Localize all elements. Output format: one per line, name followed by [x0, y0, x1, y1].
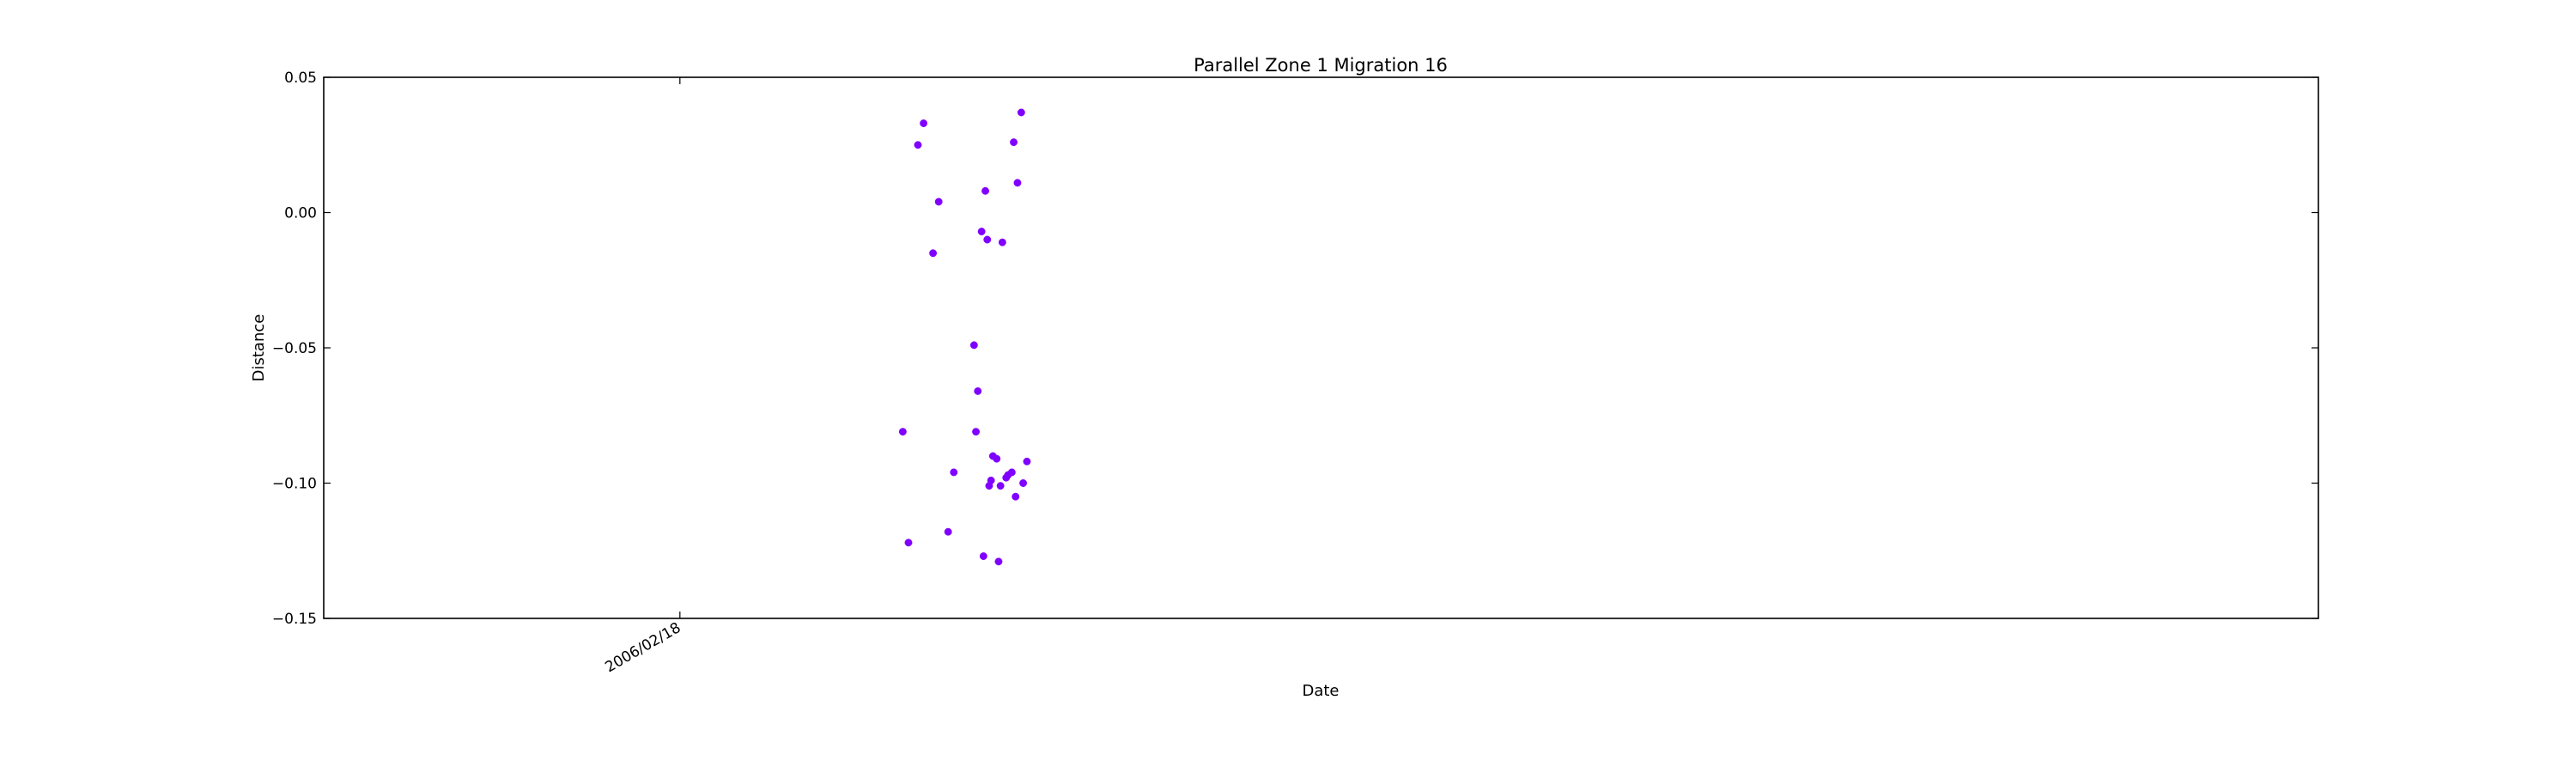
data-point: [972, 428, 981, 436]
data-point: [998, 238, 1006, 247]
data-point: [944, 527, 952, 536]
data-point: [979, 552, 987, 560]
x-axis-label: Date: [1302, 682, 1339, 700]
data-point: [994, 557, 1003, 566]
y-tick-label: −0.15: [272, 611, 317, 628]
y-tick-label: −0.10: [272, 476, 317, 493]
data-point: [1017, 108, 1025, 117]
data-point: [985, 482, 993, 490]
data-point: [1004, 471, 1012, 479]
data-point: [950, 468, 958, 477]
data-point: [983, 235, 992, 244]
data-point: [898, 428, 907, 436]
data-point: [934, 198, 943, 206]
data-point: [1023, 457, 1031, 466]
data-point: [996, 482, 1005, 490]
plot-area: [323, 76, 2319, 619]
data-point: [988, 452, 997, 460]
data-point: [1013, 179, 1022, 187]
chart-title: Parallel Zone 1 Migration 16: [1194, 55, 1448, 76]
y-axis-label: Distance: [250, 314, 268, 382]
plot-frame: [323, 76, 2319, 619]
data-point: [969, 341, 978, 350]
data-point: [929, 249, 938, 258]
data-point: [1019, 479, 1028, 487]
data-point: [914, 141, 922, 149]
data-point: [981, 186, 990, 195]
data-point: [977, 228, 986, 235]
data-point: [1012, 492, 1020, 501]
data-point: [974, 386, 982, 395]
y-tick-label: −0.05: [272, 340, 317, 357]
data-point: [920, 119, 928, 128]
data-point: [1010, 138, 1018, 147]
data-points: [898, 108, 1031, 566]
y-axis: 0.05 0.00 −0.05 −0.10 −0.15: [272, 70, 2318, 628]
y-tick-label: 0.05: [284, 70, 317, 87]
data-point: [904, 539, 913, 547]
y-tick-label: 0.00: [284, 205, 317, 222]
